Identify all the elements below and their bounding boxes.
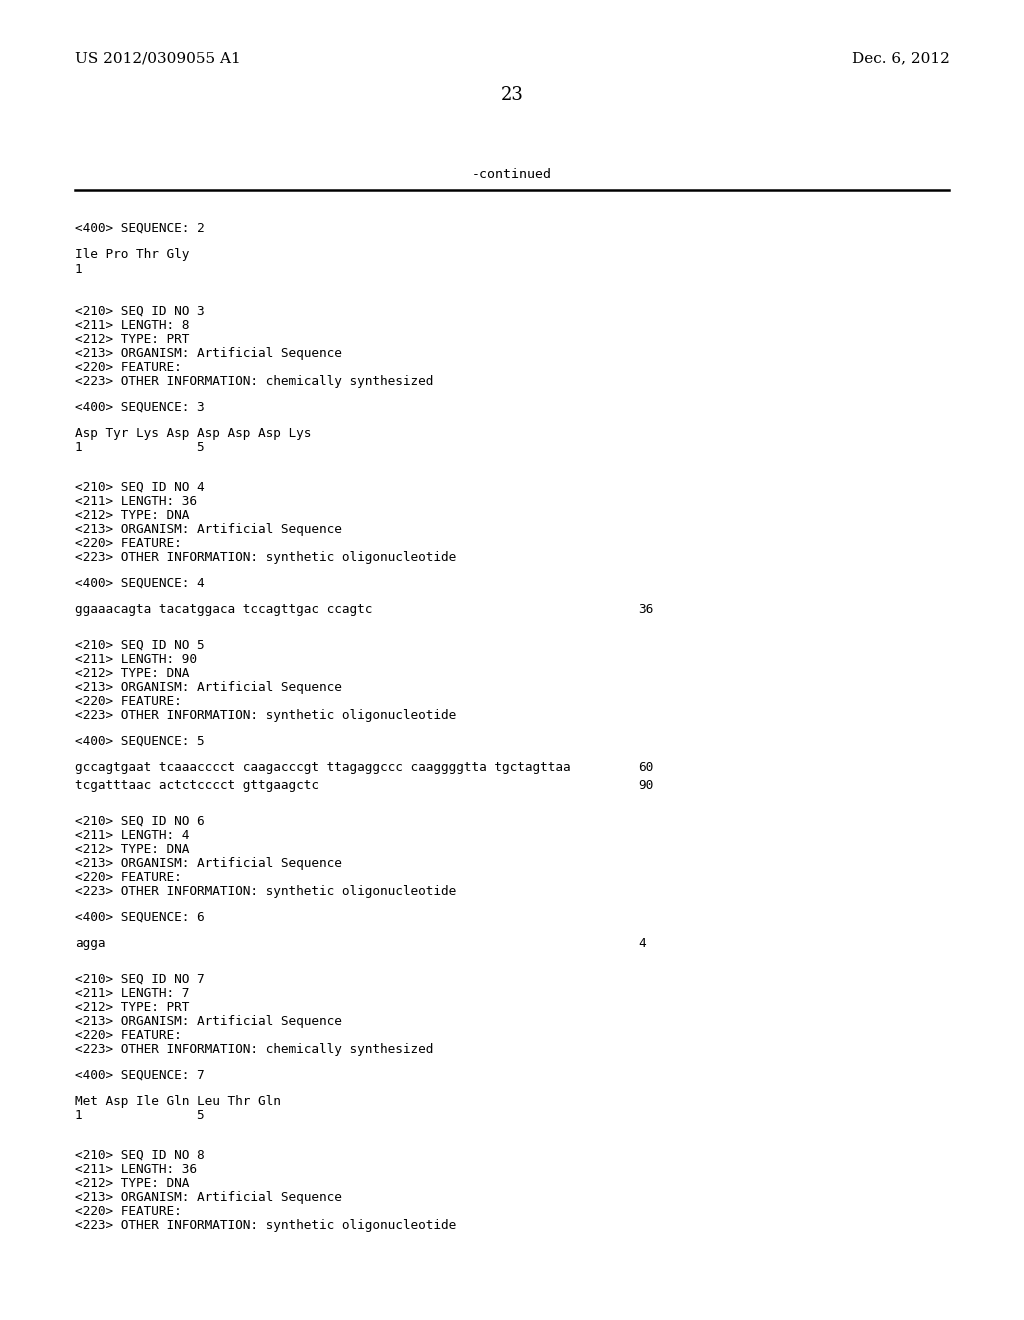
Text: <213> ORGANISM: Artificial Sequence: <213> ORGANISM: Artificial Sequence bbox=[75, 1015, 342, 1028]
Text: <400> SEQUENCE: 4: <400> SEQUENCE: 4 bbox=[75, 577, 205, 590]
Text: 60: 60 bbox=[638, 762, 653, 774]
Text: <211> LENGTH: 7: <211> LENGTH: 7 bbox=[75, 987, 189, 1001]
Text: Ile Pro Thr Gly: Ile Pro Thr Gly bbox=[75, 248, 189, 261]
Text: <223> OTHER INFORMATION: chemically synthesized: <223> OTHER INFORMATION: chemically synt… bbox=[75, 375, 433, 388]
Text: 1               5: 1 5 bbox=[75, 1109, 205, 1122]
Text: <211> LENGTH: 36: <211> LENGTH: 36 bbox=[75, 1163, 197, 1176]
Text: <211> LENGTH: 4: <211> LENGTH: 4 bbox=[75, 829, 189, 842]
Text: <212> TYPE: PRT: <212> TYPE: PRT bbox=[75, 333, 189, 346]
Text: <400> SEQUENCE: 7: <400> SEQUENCE: 7 bbox=[75, 1069, 205, 1082]
Text: <223> OTHER INFORMATION: synthetic oligonucleotide: <223> OTHER INFORMATION: synthetic oligo… bbox=[75, 1218, 457, 1232]
Text: <400> SEQUENCE: 3: <400> SEQUENCE: 3 bbox=[75, 401, 205, 414]
Text: <220> FEATURE:: <220> FEATURE: bbox=[75, 537, 181, 550]
Text: agga: agga bbox=[75, 937, 105, 950]
Text: <220> FEATURE:: <220> FEATURE: bbox=[75, 360, 181, 374]
Text: ggaaacagta tacatggaca tccagttgac ccagtc: ggaaacagta tacatggaca tccagttgac ccagtc bbox=[75, 603, 373, 616]
Text: <400> SEQUENCE: 2: <400> SEQUENCE: 2 bbox=[75, 222, 205, 235]
Text: <213> ORGANISM: Artificial Sequence: <213> ORGANISM: Artificial Sequence bbox=[75, 681, 342, 694]
Text: <223> OTHER INFORMATION: chemically synthesized: <223> OTHER INFORMATION: chemically synt… bbox=[75, 1043, 433, 1056]
Text: 1               5: 1 5 bbox=[75, 441, 205, 454]
Text: <213> ORGANISM: Artificial Sequence: <213> ORGANISM: Artificial Sequence bbox=[75, 523, 342, 536]
Text: -continued: -continued bbox=[472, 169, 552, 181]
Text: <212> TYPE: DNA: <212> TYPE: DNA bbox=[75, 843, 189, 855]
Text: <213> ORGANISM: Artificial Sequence: <213> ORGANISM: Artificial Sequence bbox=[75, 1191, 342, 1204]
Text: <220> FEATURE:: <220> FEATURE: bbox=[75, 1030, 181, 1041]
Text: 1: 1 bbox=[75, 263, 83, 276]
Text: <210> SEQ ID NO 7: <210> SEQ ID NO 7 bbox=[75, 973, 205, 986]
Text: tcgatttaac actctcccct gttgaagctc: tcgatttaac actctcccct gttgaagctc bbox=[75, 779, 319, 792]
Text: 23: 23 bbox=[501, 86, 523, 104]
Text: 90: 90 bbox=[638, 779, 653, 792]
Text: <213> ORGANISM: Artificial Sequence: <213> ORGANISM: Artificial Sequence bbox=[75, 857, 342, 870]
Text: <220> FEATURE:: <220> FEATURE: bbox=[75, 1205, 181, 1218]
Text: <223> OTHER INFORMATION: synthetic oligonucleotide: <223> OTHER INFORMATION: synthetic oligo… bbox=[75, 884, 457, 898]
Text: <211> LENGTH: 36: <211> LENGTH: 36 bbox=[75, 495, 197, 508]
Text: <220> FEATURE:: <220> FEATURE: bbox=[75, 696, 181, 708]
Text: <212> TYPE: PRT: <212> TYPE: PRT bbox=[75, 1001, 189, 1014]
Text: <211> LENGTH: 90: <211> LENGTH: 90 bbox=[75, 653, 197, 667]
Text: <223> OTHER INFORMATION: synthetic oligonucleotide: <223> OTHER INFORMATION: synthetic oligo… bbox=[75, 709, 457, 722]
Text: <212> TYPE: DNA: <212> TYPE: DNA bbox=[75, 1177, 189, 1191]
Text: <220> FEATURE:: <220> FEATURE: bbox=[75, 871, 181, 884]
Text: Met Asp Ile Gln Leu Thr Gln: Met Asp Ile Gln Leu Thr Gln bbox=[75, 1096, 281, 1107]
Text: gccagtgaat tcaaacccct caagacccgt ttagaggccc caaggggtta tgctagttaa: gccagtgaat tcaaacccct caagacccgt ttagagg… bbox=[75, 762, 570, 774]
Text: <210> SEQ ID NO 6: <210> SEQ ID NO 6 bbox=[75, 814, 205, 828]
Text: <223> OTHER INFORMATION: synthetic oligonucleotide: <223> OTHER INFORMATION: synthetic oligo… bbox=[75, 550, 457, 564]
Text: <210> SEQ ID NO 4: <210> SEQ ID NO 4 bbox=[75, 480, 205, 494]
Text: <210> SEQ ID NO 5: <210> SEQ ID NO 5 bbox=[75, 639, 205, 652]
Text: Asp Tyr Lys Asp Asp Asp Asp Lys: Asp Tyr Lys Asp Asp Asp Asp Lys bbox=[75, 426, 311, 440]
Text: <212> TYPE: DNA: <212> TYPE: DNA bbox=[75, 667, 189, 680]
Text: <400> SEQUENCE: 6: <400> SEQUENCE: 6 bbox=[75, 911, 205, 924]
Text: <211> LENGTH: 8: <211> LENGTH: 8 bbox=[75, 319, 189, 333]
Text: <213> ORGANISM: Artificial Sequence: <213> ORGANISM: Artificial Sequence bbox=[75, 347, 342, 360]
Text: <210> SEQ ID NO 8: <210> SEQ ID NO 8 bbox=[75, 1148, 205, 1162]
Text: 4: 4 bbox=[638, 937, 645, 950]
Text: Dec. 6, 2012: Dec. 6, 2012 bbox=[852, 51, 950, 65]
Text: 36: 36 bbox=[638, 603, 653, 616]
Text: <400> SEQUENCE: 5: <400> SEQUENCE: 5 bbox=[75, 735, 205, 748]
Text: <212> TYPE: DNA: <212> TYPE: DNA bbox=[75, 510, 189, 521]
Text: <210> SEQ ID NO 3: <210> SEQ ID NO 3 bbox=[75, 305, 205, 318]
Text: US 2012/0309055 A1: US 2012/0309055 A1 bbox=[75, 51, 241, 65]
